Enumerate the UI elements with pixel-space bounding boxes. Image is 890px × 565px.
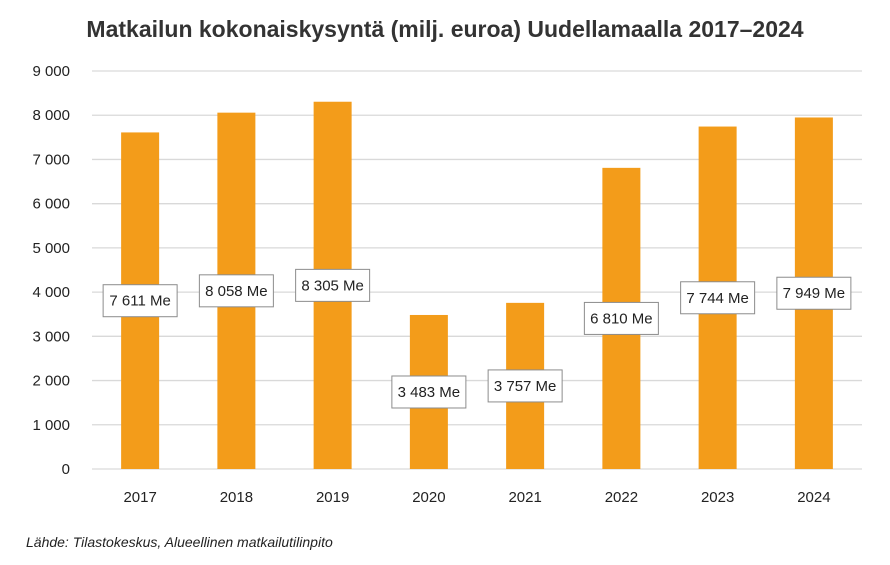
data-label: 7 744 Me xyxy=(686,290,749,307)
y-tick-label: 3 000 xyxy=(32,328,70,345)
x-tick-label: 2024 xyxy=(797,489,830,506)
source-note: Lähde: Tilastokeskus, Alueellinen matkai… xyxy=(26,534,333,550)
data-label-box xyxy=(583,301,659,335)
data-label-box xyxy=(295,268,371,302)
data-label-box xyxy=(776,276,852,310)
data-label-box xyxy=(487,369,563,403)
y-tick-label: 4 000 xyxy=(32,284,70,301)
data-label: 8 305 Me xyxy=(301,277,364,294)
x-tick-label: 2021 xyxy=(508,489,541,506)
chart-title: Matkailun kokonaiskysyntä (milj. euroa) … xyxy=(86,16,804,42)
y-tick-label: 5 000 xyxy=(32,240,70,257)
data-label: 7 949 Me xyxy=(783,285,846,302)
data-label: 3 757 Me xyxy=(494,378,557,395)
y-tick-label: 7 000 xyxy=(32,151,70,168)
y-tick-label: 6 000 xyxy=(32,196,70,213)
data-label-box xyxy=(391,375,467,409)
y-tick-label: 9 000 xyxy=(32,63,70,80)
data-label: 6 810 Me xyxy=(590,310,653,327)
x-tick-label: 2018 xyxy=(220,489,253,506)
data-label-box xyxy=(198,274,274,308)
data-label: 3 483 Me xyxy=(398,384,461,401)
y-tick-label: 2 000 xyxy=(32,373,70,390)
data-label: 8 058 Me xyxy=(205,283,268,300)
x-tick-label: 2023 xyxy=(701,489,734,506)
x-tick-label: 2017 xyxy=(123,489,156,506)
y-tick-label: 1 000 xyxy=(32,417,70,434)
data-label-box xyxy=(680,281,756,315)
y-tick-label: 8 000 xyxy=(32,107,70,124)
y-tick-label: 0 xyxy=(62,461,70,478)
x-tick-label: 2022 xyxy=(605,489,638,506)
x-tick-label: 2019 xyxy=(316,489,349,506)
x-tick-label: 2020 xyxy=(412,489,445,506)
data-label-box xyxy=(102,284,178,318)
data-label: 7 611 Me xyxy=(109,293,170,310)
